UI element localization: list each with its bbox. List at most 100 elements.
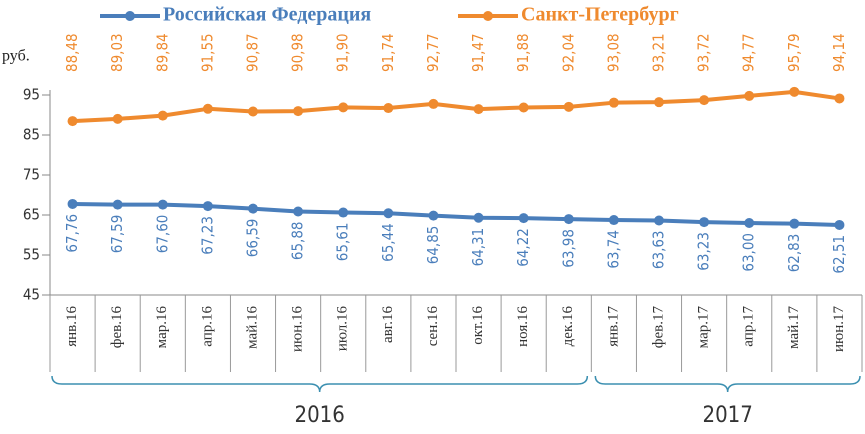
x-tick-label: апр.17 <box>741 306 757 347</box>
x-tick-label: июл.16 <box>335 306 351 352</box>
y-tick-label: 55 <box>23 246 40 264</box>
x-tick-label: май.16 <box>244 306 260 349</box>
x-tick-label: апр.16 <box>199 306 215 347</box>
x-tick-label: янв.16 <box>64 306 80 347</box>
data-label: 92,04 <box>559 33 577 72</box>
data-label: 67,60 <box>153 215 171 254</box>
x-tick-label: июн.16 <box>290 306 306 353</box>
data-label: 88,48 <box>63 33 81 72</box>
data-point <box>338 102 349 113</box>
data-point <box>248 203 258 214</box>
legend-label: Российская Федерация <box>163 4 371 26</box>
data-label: 62,83 <box>785 234 803 273</box>
x-tick-label: сен.16 <box>425 306 441 347</box>
data-point <box>563 214 574 225</box>
y-tick-label: 45 <box>23 286 40 304</box>
data-point <box>789 86 800 97</box>
data-point <box>518 213 529 224</box>
data-point <box>744 218 755 228</box>
data-point <box>608 97 619 108</box>
data-point <box>834 93 845 104</box>
data-label: 64,22 <box>514 228 532 267</box>
data-label: 89,84 <box>153 33 171 72</box>
data-label: 93,21 <box>650 33 668 72</box>
legend-label: Санкт-Петербург <box>521 4 679 26</box>
data-label: 63,98 <box>559 229 577 268</box>
data-label: 64,31 <box>469 228 487 267</box>
data-point <box>608 215 619 226</box>
data-point <box>789 218 800 229</box>
data-label: 89,03 <box>108 33 126 72</box>
data-point <box>112 199 123 210</box>
data-point <box>67 116 78 127</box>
x-tick-label: фев.17 <box>650 306 666 349</box>
year-brace <box>51 375 589 393</box>
data-point <box>338 207 349 218</box>
data-label: 91,74 <box>379 33 397 72</box>
data-point <box>202 201 213 212</box>
x-tick-label: янв.17 <box>605 306 621 347</box>
data-point <box>473 104 484 115</box>
y-tick-label: 95 <box>23 86 40 104</box>
data-point <box>563 101 574 112</box>
data-label: 91,90 <box>334 33 352 72</box>
data-label: 67,76 <box>63 214 81 253</box>
data-point <box>383 103 394 114</box>
data-point <box>293 106 304 117</box>
data-point <box>383 208 394 219</box>
data-label: 94,14 <box>830 33 848 72</box>
data-point <box>112 113 123 124</box>
data-label: 93,08 <box>604 33 622 72</box>
data-label: 65,88 <box>289 221 307 260</box>
y-axis-label: руб. <box>2 48 30 65</box>
data-point <box>473 212 484 223</box>
data-label: 67,59 <box>108 215 126 254</box>
data-point <box>67 198 78 209</box>
data-label: 62,51 <box>830 235 848 274</box>
series-line <box>72 201 840 227</box>
data-point <box>834 219 845 230</box>
x-tick-label: мар.17 <box>696 306 712 349</box>
data-point <box>202 103 213 114</box>
data-point <box>157 199 168 210</box>
data-label: 91,47 <box>469 33 487 72</box>
data-label: 95,79 <box>785 33 803 72</box>
data-label: 63,63 <box>650 230 668 269</box>
data-point <box>428 98 439 109</box>
data-label: 65,44 <box>379 223 397 262</box>
data-label: 90,98 <box>289 33 307 72</box>
data-point <box>293 206 304 217</box>
x-tick-label: май.17 <box>786 306 802 349</box>
data-point <box>248 106 258 117</box>
data-point <box>654 215 664 226</box>
x-tick-label: авг.16 <box>380 306 396 343</box>
data-point <box>428 210 439 221</box>
data-label: 63,00 <box>740 233 758 272</box>
y-tick-label: 75 <box>23 166 40 184</box>
data-point <box>699 217 710 228</box>
x-tick-label: дек.16 <box>560 306 576 347</box>
data-label: 67,23 <box>198 216 216 255</box>
series-line <box>72 89 840 124</box>
year-label: 2017 <box>702 403 752 428</box>
data-point <box>744 90 755 101</box>
data-label: 65,61 <box>334 223 352 262</box>
year-label: 2016 <box>294 403 344 428</box>
data-label: 93,72 <box>695 33 713 72</box>
y-tick-label: 65 <box>23 206 40 224</box>
data-label: 92,77 <box>424 33 442 72</box>
data-point <box>699 95 710 106</box>
data-label: 90,87 <box>244 33 262 72</box>
data-label: 94,77 <box>740 33 758 72</box>
legend-marker <box>483 11 493 21</box>
data-label: 63,23 <box>695 232 713 271</box>
x-tick-label: фев.16 <box>109 306 125 349</box>
x-tick-label: ноя.16 <box>515 306 531 347</box>
data-label: 64,85 <box>424 226 442 265</box>
x-tick-label: июн.17 <box>831 306 847 353</box>
legend-marker <box>125 11 135 21</box>
data-label: 66,59 <box>244 219 262 258</box>
data-point <box>518 102 529 113</box>
data-point <box>654 97 664 108</box>
